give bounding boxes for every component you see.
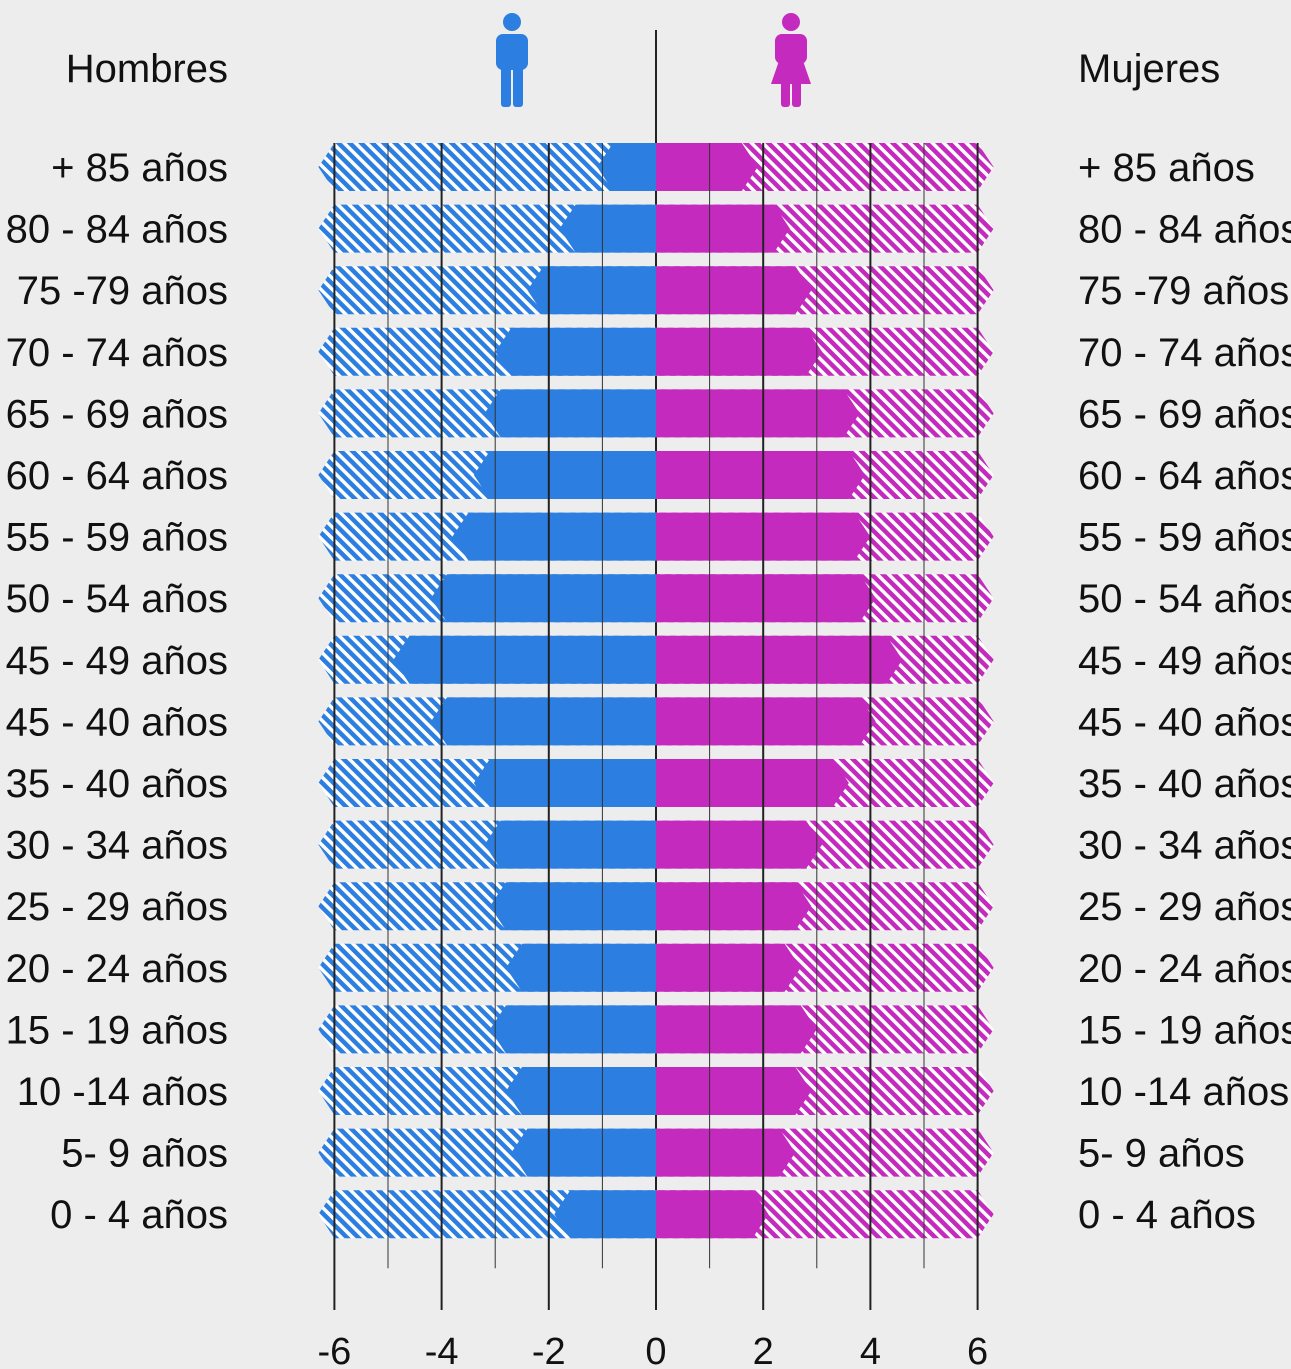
x-tick-label: -2: [532, 1331, 566, 1369]
x-tick-label: -6: [318, 1331, 352, 1369]
female-bar: [656, 820, 823, 869]
age-label-right: 70 - 74 años: [1078, 331, 1291, 375]
male-bar: [511, 1128, 656, 1177]
age-label-right: 0 - 4 años: [1078, 1193, 1256, 1237]
female-bar: [656, 143, 758, 191]
x-tick-label: 4: [860, 1331, 881, 1369]
age-label-right: 10 -14 años: [1078, 1070, 1289, 1114]
male-bar: [506, 1067, 656, 1115]
age-label-left: 15 - 19 años: [6, 1008, 228, 1052]
age-label-left: 80 - 84 años: [6, 208, 228, 252]
male-background-bar: [318, 143, 656, 191]
woman-icon: [771, 13, 811, 107]
male-bar: [495, 327, 656, 376]
header-mujeres: Mujeres: [1078, 47, 1220, 91]
age-label-left: 5- 9 años: [61, 1132, 228, 1176]
male-bar: [393, 635, 656, 684]
male-bar: [559, 204, 656, 253]
female-bar: [656, 1128, 796, 1177]
female-bar: [656, 1005, 817, 1054]
female-bar: [656, 943, 801, 992]
male-bar: [430, 697, 656, 746]
male-bar: [473, 451, 656, 499]
female-bar: [656, 1190, 769, 1239]
age-label-right: 15 - 19 años: [1078, 1008, 1291, 1052]
age-label-left: 35 - 40 años: [6, 762, 228, 806]
male-bar: [484, 820, 656, 869]
age-label-left: 25 - 29 años: [6, 885, 228, 929]
man-icon: [496, 13, 528, 107]
male-bar: [597, 143, 656, 191]
age-label-right: 30 - 34 años: [1078, 824, 1291, 868]
age-label-left: 0 - 4 años: [50, 1193, 228, 1237]
age-label-left: 20 - 24 años: [6, 947, 228, 991]
age-label-left: + 85 años: [51, 146, 228, 190]
ticks-layer: -6 -4 -2 0 2 4 6: [318, 1331, 989, 1369]
age-label-right: 80 - 84 años: [1078, 208, 1291, 252]
male-bar: [489, 1005, 656, 1054]
male-bar: [452, 512, 656, 561]
age-label-left: 50 - 54 años: [6, 577, 228, 621]
age-label-left: 45 - 40 años: [6, 700, 228, 744]
age-label-right: 20 - 24 años: [1078, 947, 1291, 991]
female-bar: [656, 451, 865, 499]
age-label-left: 30 - 34 años: [6, 824, 228, 868]
female-bar: [656, 1067, 812, 1115]
age-label-right: 45 - 40 años: [1078, 700, 1291, 744]
age-label-right: 5- 9 años: [1078, 1132, 1245, 1176]
female-bar: [656, 882, 812, 931]
age-label-left: 60 - 64 años: [6, 454, 228, 498]
male-bar: [489, 882, 656, 931]
age-label-left: 45 - 49 años: [6, 639, 228, 683]
age-label-left: 70 - 74 años: [6, 331, 228, 375]
labels-layer: + 85 años + 85 años 80 - 84 años 80 - 84 añ…: [6, 146, 1291, 1237]
male-bar: [506, 943, 656, 992]
male-bar: [527, 266, 656, 315]
age-label-right: 25 - 29 años: [1078, 885, 1291, 929]
x-tick-label: -4: [425, 1331, 459, 1369]
female-bar: [656, 266, 812, 315]
female-bar: [656, 635, 903, 684]
x-tick-label: 2: [753, 1331, 774, 1369]
x-tick-label: 6: [967, 1331, 988, 1369]
age-label-right: 75 -79 años: [1078, 269, 1289, 313]
age-label-left: 65 - 69 años: [6, 392, 228, 436]
age-label-right: 65 - 69 años: [1078, 392, 1291, 436]
age-label-left: 75 -79 años: [17, 269, 228, 313]
x-tick-label: 0: [645, 1331, 666, 1369]
male-bar: [473, 759, 656, 807]
female-bar: [656, 759, 849, 807]
male-bar: [484, 389, 656, 438]
age-label-right: + 85 años: [1078, 146, 1255, 190]
age-label-right: 35 - 40 años: [1078, 762, 1291, 806]
female-bar: [656, 574, 876, 623]
age-label-right: 60 - 64 años: [1078, 454, 1291, 498]
bars-layer: [318, 143, 994, 1239]
age-label-right: 45 - 49 años: [1078, 639, 1291, 683]
age-label-left: 55 - 59 años: [6, 516, 228, 560]
male-bar: [554, 1190, 656, 1239]
age-label-left: 10 -14 años: [17, 1070, 228, 1114]
female-bar: [656, 697, 876, 746]
age-label-right: 50 - 54 años: [1078, 577, 1291, 621]
grid-layer: [333, 143, 979, 1310]
female-bar: [656, 204, 790, 253]
male-bar: [430, 574, 656, 623]
age-label-right: 55 - 59 años: [1078, 516, 1291, 560]
female-bar: [656, 327, 823, 376]
female-bar: [656, 389, 860, 438]
header-hombres: Hombres: [66, 47, 228, 91]
